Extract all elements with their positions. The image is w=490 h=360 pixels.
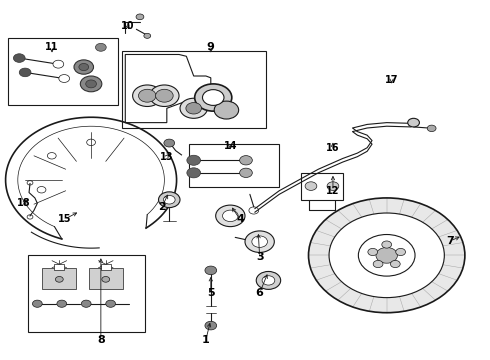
Bar	[27, 255, 145, 332]
Circle shape	[159, 192, 180, 208]
Circle shape	[205, 321, 217, 330]
Circle shape	[57, 300, 67, 307]
Text: 2: 2	[158, 202, 166, 212]
Circle shape	[262, 276, 275, 285]
Circle shape	[376, 247, 397, 263]
Text: 14: 14	[223, 141, 237, 151]
Circle shape	[150, 85, 179, 107]
Circle shape	[163, 195, 175, 204]
Circle shape	[81, 300, 91, 307]
Text: 16: 16	[326, 143, 340, 153]
Circle shape	[396, 248, 406, 256]
Circle shape	[382, 241, 392, 248]
Circle shape	[216, 205, 245, 226]
Circle shape	[133, 85, 162, 107]
Circle shape	[240, 156, 252, 165]
Bar	[54, 264, 64, 270]
Circle shape	[256, 271, 281, 289]
Circle shape	[86, 80, 97, 88]
Circle shape	[408, 118, 419, 127]
Bar	[42, 268, 76, 289]
Circle shape	[55, 276, 63, 282]
Text: 9: 9	[207, 42, 215, 52]
Circle shape	[156, 89, 173, 102]
Text: 3: 3	[256, 252, 264, 262]
Bar	[189, 144, 279, 187]
Text: 13: 13	[160, 152, 173, 162]
Text: 8: 8	[97, 334, 105, 345]
Circle shape	[102, 276, 110, 282]
Circle shape	[139, 89, 156, 102]
Circle shape	[53, 60, 64, 68]
Circle shape	[164, 139, 174, 147]
Text: 17: 17	[385, 75, 398, 85]
Circle shape	[305, 182, 317, 190]
Bar	[101, 264, 111, 270]
Circle shape	[136, 14, 144, 20]
Circle shape	[252, 236, 268, 247]
Circle shape	[32, 300, 42, 307]
Circle shape	[59, 75, 70, 82]
Circle shape	[214, 101, 239, 119]
Circle shape	[187, 168, 200, 178]
Circle shape	[80, 76, 102, 92]
Bar	[122, 51, 266, 128]
Text: 1: 1	[202, 334, 210, 345]
Circle shape	[187, 155, 200, 165]
Circle shape	[144, 33, 151, 39]
Circle shape	[391, 260, 400, 267]
Text: 7: 7	[446, 236, 454, 246]
Circle shape	[195, 84, 232, 111]
Circle shape	[205, 266, 217, 275]
Circle shape	[106, 300, 116, 307]
Text: 5: 5	[207, 288, 215, 298]
Circle shape	[186, 103, 201, 114]
Circle shape	[427, 125, 436, 132]
Text: 11: 11	[45, 42, 59, 52]
Circle shape	[79, 63, 89, 71]
Circle shape	[368, 248, 378, 256]
Text: 12: 12	[326, 186, 340, 196]
Text: 6: 6	[256, 288, 264, 298]
Circle shape	[240, 168, 252, 177]
Circle shape	[327, 182, 339, 190]
Text: 18: 18	[17, 198, 31, 208]
Circle shape	[222, 210, 238, 222]
Text: 10: 10	[121, 21, 134, 31]
Text: 15: 15	[57, 215, 71, 224]
Circle shape	[13, 54, 25, 62]
Circle shape	[96, 43, 106, 51]
Circle shape	[19, 68, 31, 77]
Circle shape	[245, 231, 274, 252]
Bar	[8, 39, 118, 105]
Circle shape	[373, 260, 383, 267]
Circle shape	[180, 98, 207, 118]
Text: 4: 4	[236, 215, 244, 224]
Circle shape	[202, 90, 224, 105]
Circle shape	[74, 60, 94, 74]
Bar	[89, 268, 123, 289]
